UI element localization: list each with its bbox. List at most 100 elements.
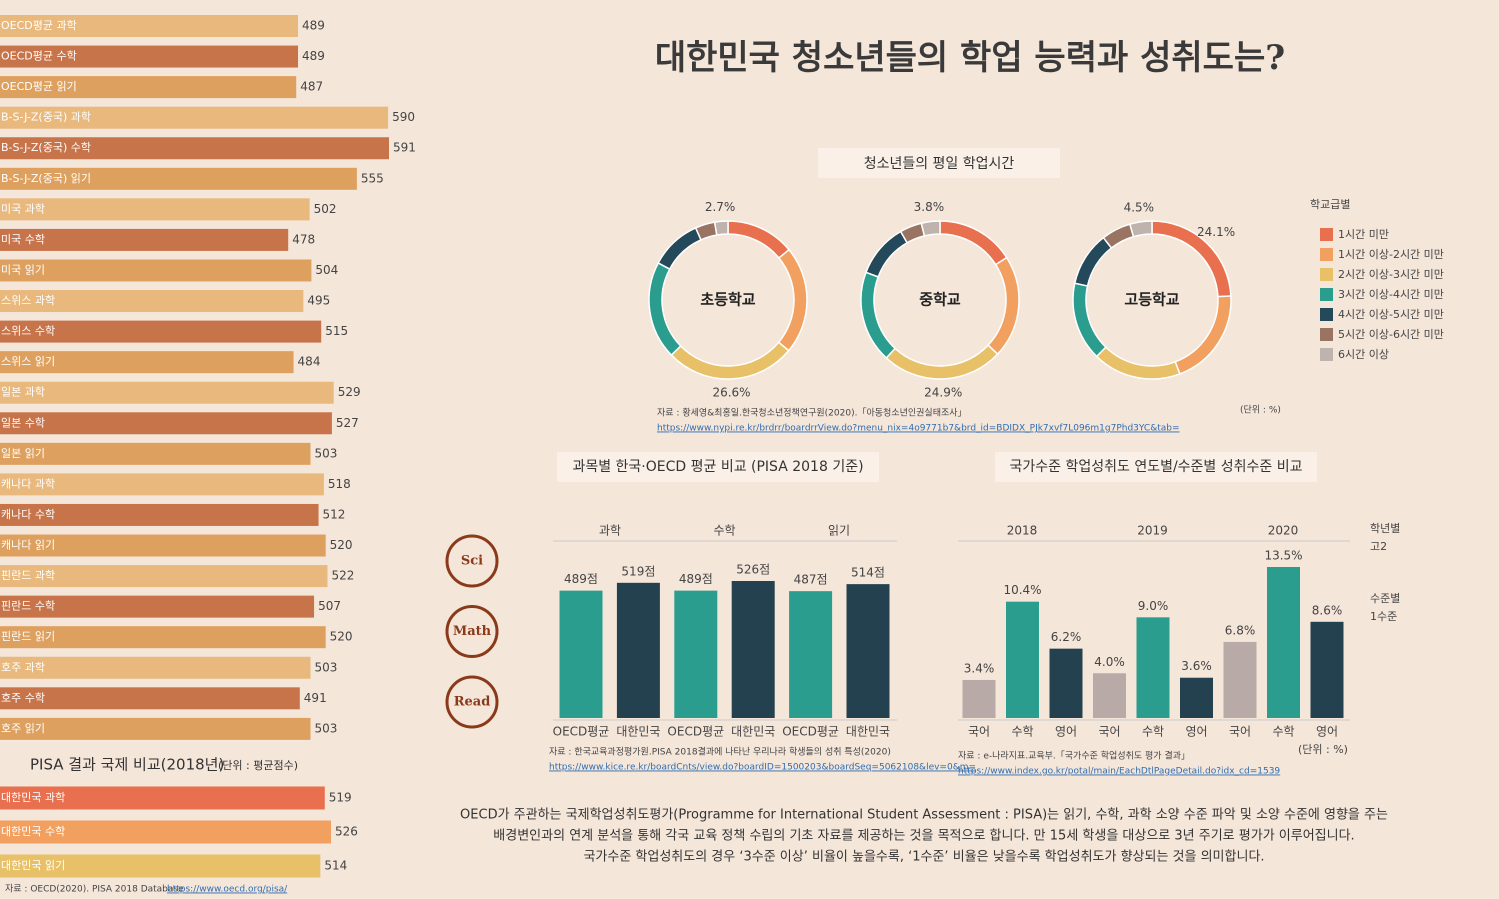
- bar-label: 캐나다 수학: [1, 508, 55, 521]
- value-label: 520: [330, 630, 353, 644]
- bar: [1267, 567, 1300, 718]
- x-tick-label: 영어: [1316, 725, 1338, 739]
- bar-label: 대한민국 과학: [1, 791, 65, 804]
- chart-title: 과목별 한국·OECD 평균 비교 (PISA 2018 기준): [572, 459, 863, 475]
- side-note: 고2: [1370, 540, 1387, 553]
- bar: [674, 590, 718, 718]
- x-tick-label: 국어: [968, 725, 990, 739]
- x-tick-label: OECD평균: [667, 725, 724, 739]
- value-label: 10.4%: [1003, 583, 1041, 597]
- value-label: 526점: [736, 563, 770, 577]
- bar: [0, 198, 310, 221]
- value-label: 591: [393, 141, 416, 155]
- bar: [789, 591, 833, 718]
- subject-icon: [445, 534, 499, 588]
- value-label: 3.8%: [914, 200, 945, 214]
- bar: [0, 717, 311, 740]
- value-label: 555: [361, 171, 384, 185]
- bar-label: 캐나다 읽기: [1, 539, 55, 552]
- source-url: https://www.index.go.kr/potal/main/EachD…: [958, 767, 1280, 777]
- bar: [0, 534, 326, 557]
- value-label: 6.8%: [1225, 623, 1256, 637]
- donut-center-label: 초등학교: [700, 291, 755, 309]
- title-box: [818, 148, 1060, 178]
- value-label: 6.2%: [1051, 630, 1082, 644]
- donut-segment: [1128, 220, 1153, 238]
- bar: [0, 228, 289, 251]
- subject-icon: [445, 605, 499, 658]
- value-label: 503: [315, 660, 338, 674]
- x-tick-label: 영어: [1055, 725, 1077, 739]
- value-label: 526: [335, 825, 358, 839]
- value-label: 529: [338, 385, 361, 399]
- group-label: 과학: [599, 524, 621, 538]
- chart-subtitle: (단위 : 평균점수): [218, 759, 298, 772]
- side-note: 1수준: [1370, 610, 1397, 623]
- bar: [0, 503, 319, 526]
- bar-label: OECD평균 수학: [1, 50, 77, 63]
- bar-label: 핀란드 과학: [1, 569, 55, 582]
- legend-swatch: [1320, 308, 1333, 321]
- bar: [1136, 617, 1170, 718]
- bar: [0, 76, 297, 99]
- source-url: https://www.oecd.org/pisa/: [167, 885, 288, 895]
- bar: [0, 320, 322, 343]
- value-label: 489점: [564, 572, 598, 586]
- value-label: 502: [314, 202, 337, 216]
- value-label: 3.6%: [1181, 659, 1212, 673]
- bar-label: B-S-J-Z(중국) 수학: [1, 141, 91, 154]
- bar-label: 호주 수학: [1, 691, 45, 704]
- value-label: 487점: [794, 573, 828, 587]
- group-label: 수학: [713, 524, 735, 538]
- subject-icon-label: Read: [454, 695, 491, 710]
- unit: (단위 : %): [1240, 405, 1281, 416]
- subject-icon-label: Math: [453, 624, 492, 639]
- value-label: 520: [330, 538, 353, 552]
- bar: [0, 442, 311, 465]
- main-title: 대한민국 청소년들의 학업 능력과 성취도는?: [655, 38, 1285, 78]
- x-tick-label: 국어: [1229, 725, 1251, 739]
- legend-label: 1시간 미만: [1338, 228, 1389, 241]
- bar: [0, 656, 311, 679]
- value-label: 519: [329, 791, 352, 805]
- bar-label: 일본 수학: [1, 415, 45, 429]
- bar-label: 미국 수학: [1, 233, 45, 246]
- x-tick-label: 영어: [1185, 725, 1207, 739]
- description-line: 배경변인과의 연계 분석을 통해 각국 교육 정책 수립의 기초 자료를 제공하…: [493, 829, 1354, 844]
- bar-label: 스위스 읽기: [1, 355, 55, 368]
- value-label: 491: [304, 691, 327, 705]
- bar-label: 미국 읽기: [1, 263, 45, 276]
- value-label: 503: [315, 446, 338, 460]
- bar-label: 핀란드 읽기: [1, 630, 55, 643]
- legend-swatch: [1320, 228, 1333, 241]
- value-label: 484: [298, 355, 321, 369]
- subject-icon: [445, 675, 499, 729]
- bar: [0, 15, 299, 37]
- bar: [1049, 648, 1083, 718]
- source: 자료 : 황세영&최홍일.한국청소년정책연구원(2020).「아동청소년인권실태…: [657, 407, 967, 419]
- value-label: 512: [323, 507, 346, 521]
- bar-label: 미국 과학: [1, 202, 45, 215]
- value-label: 504: [315, 263, 338, 277]
- group-label: 2020: [1268, 524, 1299, 538]
- bar-label: OECD평균 과학: [1, 19, 77, 32]
- side-note: 학년별: [1370, 522, 1400, 535]
- bar-label: 캐나다 과학: [1, 477, 55, 490]
- bar: [0, 626, 326, 649]
- donut-center-label: 고등학교: [1124, 291, 1179, 309]
- value-label: 522: [331, 569, 354, 583]
- value-label: 514: [324, 859, 347, 873]
- value-label: 514점: [851, 566, 885, 580]
- bar: [0, 106, 389, 129]
- donut-center-label: 중학교: [919, 291, 961, 309]
- x-tick-label: 수학: [1011, 725, 1033, 739]
- bar: [0, 565, 328, 588]
- source-url: https://www.kice.re.kr/boardCnts/view.do…: [549, 763, 976, 773]
- bar: [0, 820, 332, 844]
- legend-label: 2시간 이상-3시간 미만: [1338, 268, 1444, 281]
- source: 자료 : e-나라지표.교육부.「국가수준 학업성취도 평가 결과」: [958, 751, 1190, 762]
- value-label: 24.9%: [924, 385, 962, 399]
- legend-swatch: [1320, 328, 1333, 341]
- bar: [0, 137, 389, 160]
